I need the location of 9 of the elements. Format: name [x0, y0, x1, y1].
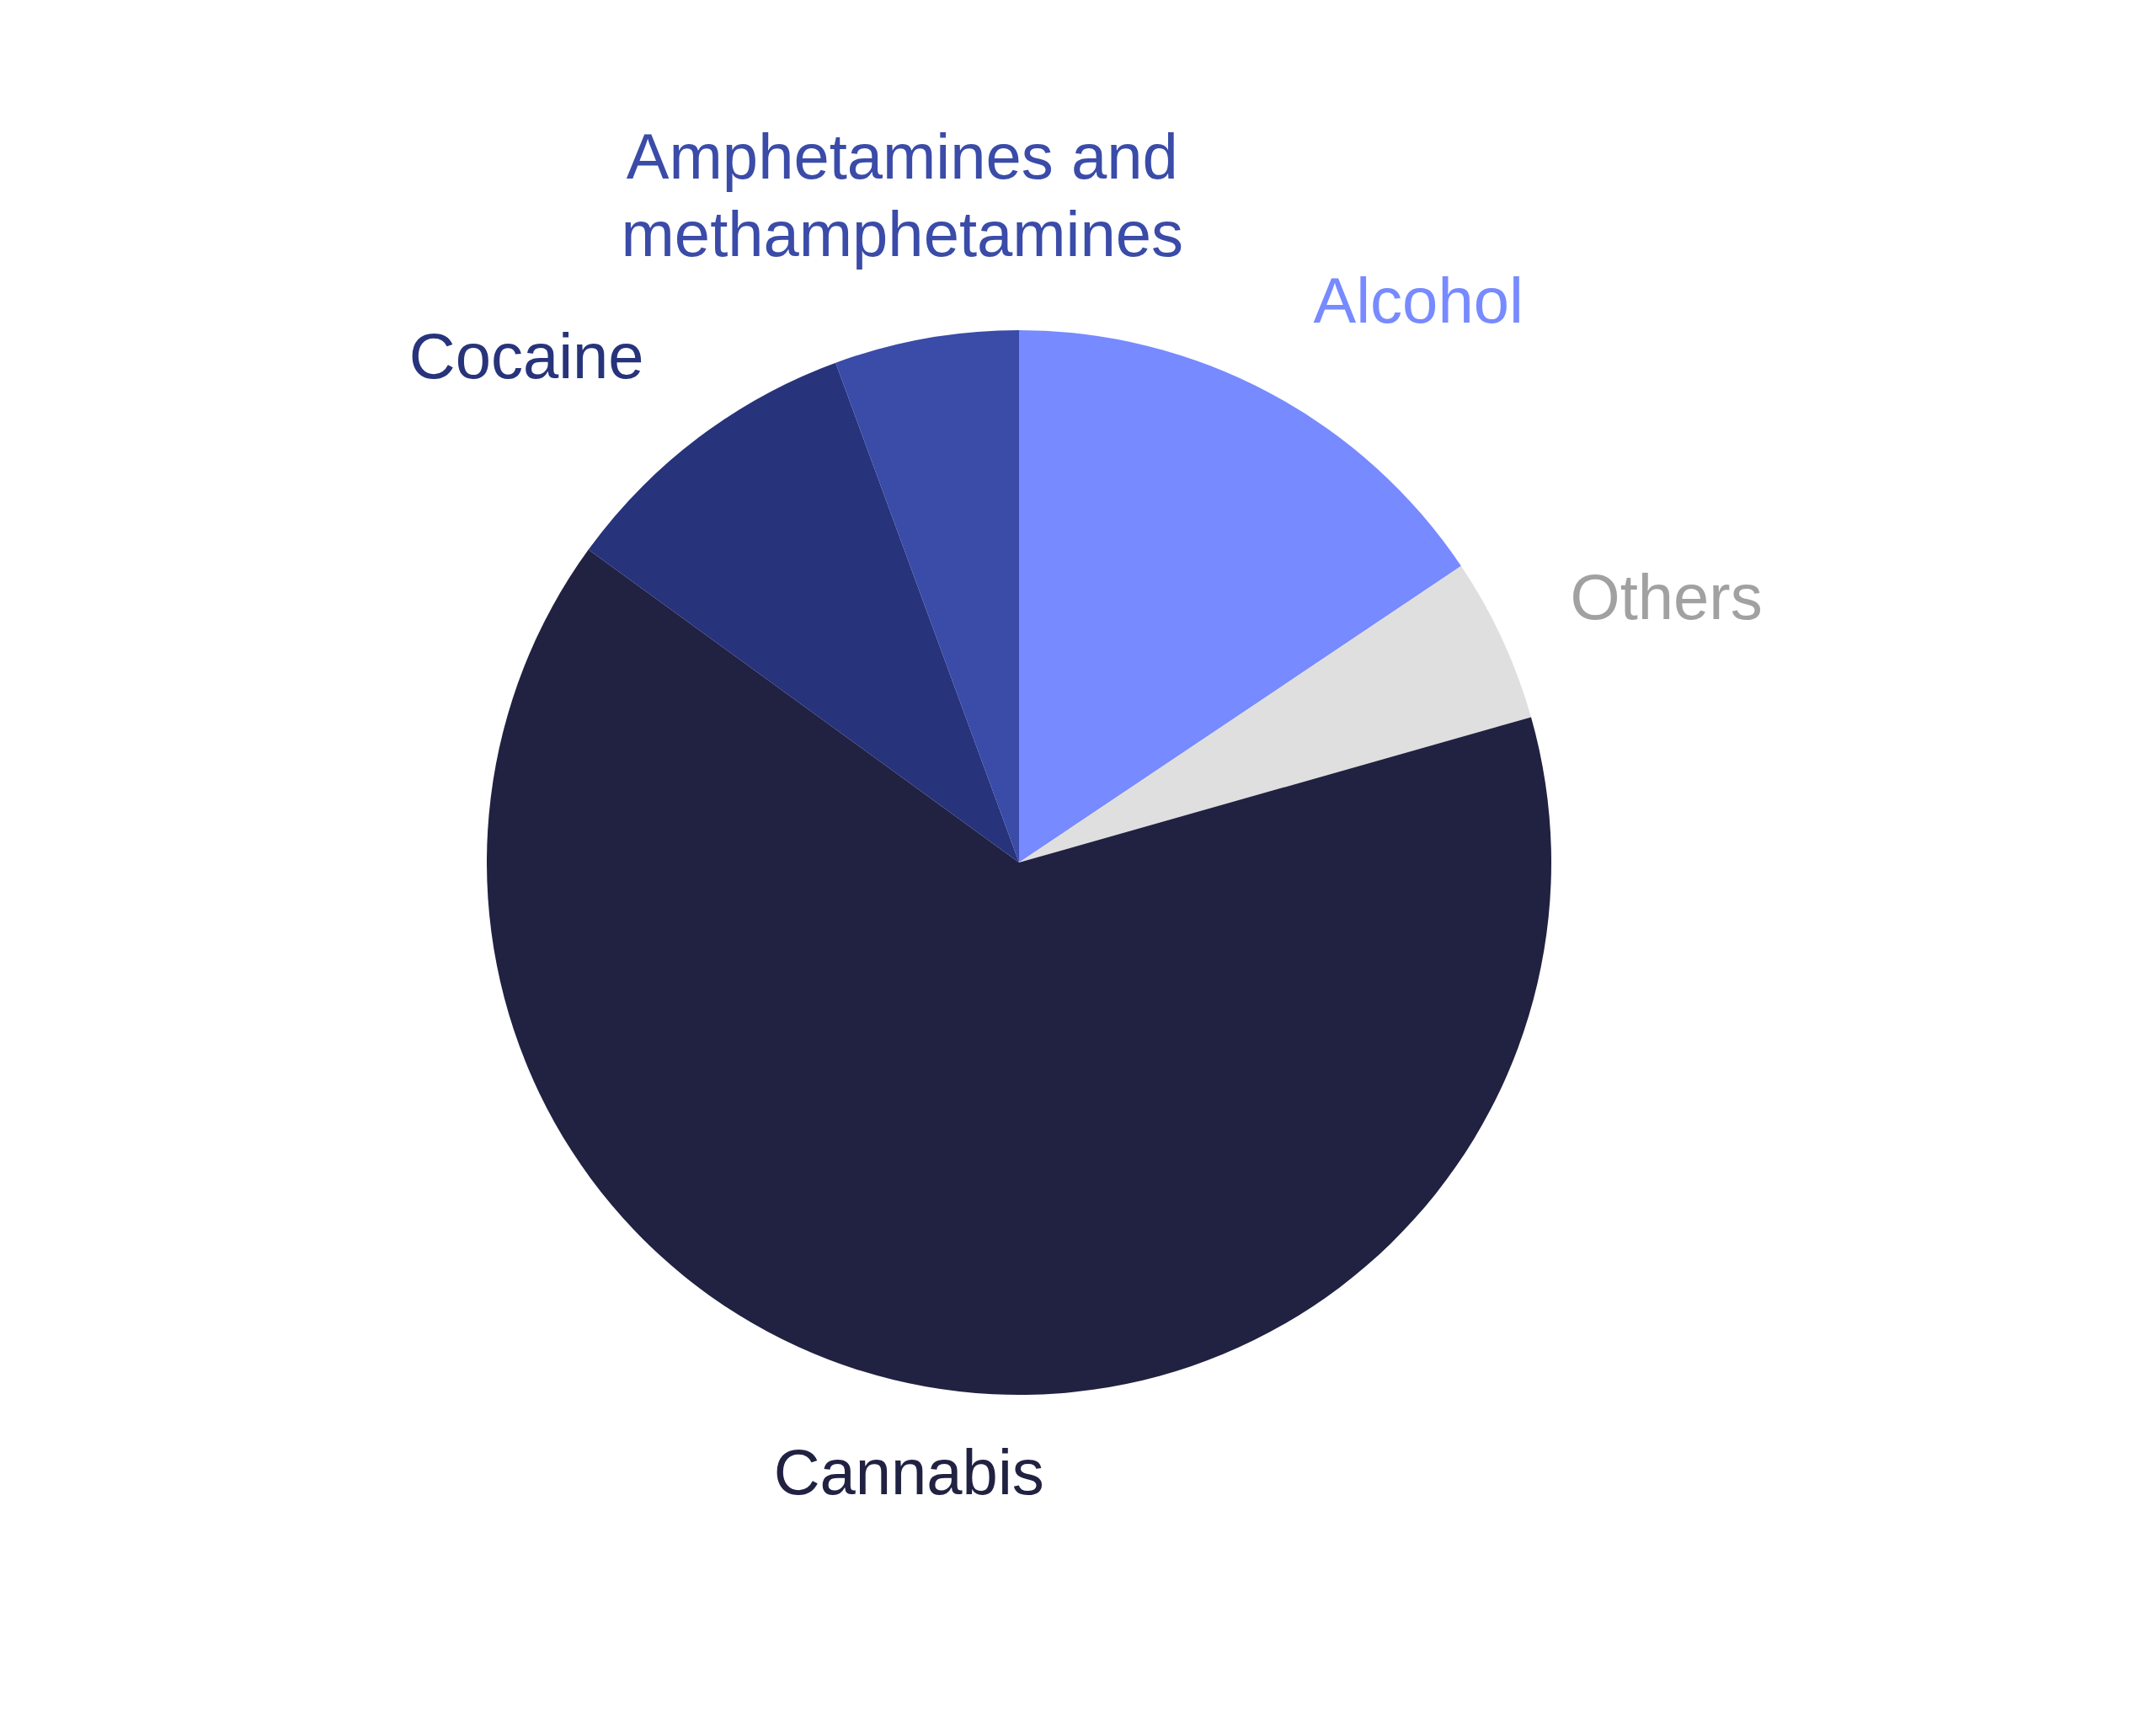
slice-label: Cannabis [773, 1435, 1044, 1508]
pie-slice [835, 330, 1019, 862]
pie-slice [1019, 566, 1531, 862]
slice-label: Alcohol [1313, 264, 1524, 336]
slice-label: Amphetamines and methamphetamines [621, 120, 1184, 270]
slice-label: Others [1570, 560, 1763, 633]
slice-label: Cocaine [408, 319, 644, 392]
pie-slice [487, 549, 1551, 1395]
pie-slice [1019, 330, 1461, 862]
